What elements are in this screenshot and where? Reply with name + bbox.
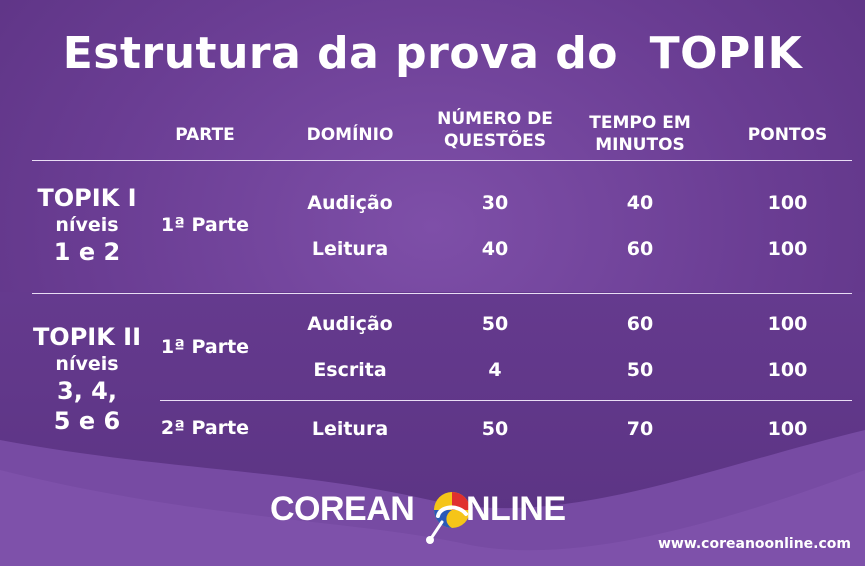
divider-header	[32, 160, 852, 161]
header-numero-line2: QUESTÕES	[443, 131, 547, 151]
level-niveis-label: níveis	[55, 214, 119, 236]
level-range: 1 e 2	[53, 238, 121, 266]
part-label: 1ª Parte	[160, 336, 250, 358]
level-range-cont: 5 e 6	[53, 407, 121, 435]
cell-questoes: 30	[481, 192, 509, 214]
cell-pontos: 100	[767, 359, 808, 381]
header-tempo-line1: TEMPO EM	[589, 113, 691, 133]
cell-tempo: 60	[626, 238, 654, 260]
header-dominio: DOMÍNIO	[306, 125, 394, 145]
logo-text-left: COREAN	[270, 490, 415, 528]
cell-pontos: 100	[767, 313, 808, 335]
cell-pontos: 100	[767, 418, 808, 440]
level-topik-2: TOPIK II níveis 3, 4, 5 e 6	[22, 322, 152, 436]
header-parte: PARTE	[175, 125, 235, 145]
level-niveis-label: níveis	[55, 353, 119, 375]
cell-tempo: 70	[626, 418, 654, 440]
page-title: Estrutura da prova do TOPIK	[62, 28, 803, 79]
cell-pontos: 100	[767, 238, 808, 260]
header-pontos: PONTOS	[747, 125, 828, 145]
coreanoonline-logo: COREAN NLINE	[268, 488, 598, 546]
logo-text-right: NLINE	[466, 490, 566, 528]
level-name: TOPIK II	[32, 323, 142, 351]
logo-mark-icon	[426, 492, 470, 544]
cell-tempo: 60	[626, 313, 654, 335]
cell-pontos: 100	[767, 192, 808, 214]
cell-dominio: Audição	[307, 313, 393, 335]
divider-levels	[32, 293, 852, 294]
level-name: TOPIK I	[37, 184, 137, 212]
cell-dominio: Leitura	[311, 238, 389, 260]
cell-questoes: 4	[488, 359, 502, 381]
header-numero-questoes: NÚMERO DE QUESTÕES	[420, 108, 570, 152]
cell-questoes: 40	[481, 238, 509, 260]
cell-questoes: 50	[481, 313, 509, 335]
cell-dominio: Escrita	[313, 359, 387, 381]
part-label: 2ª Parte	[160, 417, 250, 439]
header-tempo-minutos: TEMPO EM MINUTOS	[570, 112, 710, 156]
cell-tempo: 50	[626, 359, 654, 381]
cell-tempo: 40	[626, 192, 654, 214]
part-label: 1ª Parte	[160, 214, 250, 236]
header-tempo-line2: MINUTOS	[595, 135, 685, 155]
level-topik-1: TOPIK I níveis 1 e 2	[22, 183, 152, 267]
divider-parts	[160, 400, 852, 401]
website-url[interactable]: www.coreanoonline.com	[657, 536, 851, 552]
level-range: 3, 4,	[57, 377, 117, 405]
header-numero-line1: NÚMERO DE	[437, 109, 553, 129]
cell-dominio: Leitura	[311, 418, 389, 440]
cell-dominio: Audição	[307, 192, 393, 214]
cell-questoes: 50	[481, 418, 509, 440]
